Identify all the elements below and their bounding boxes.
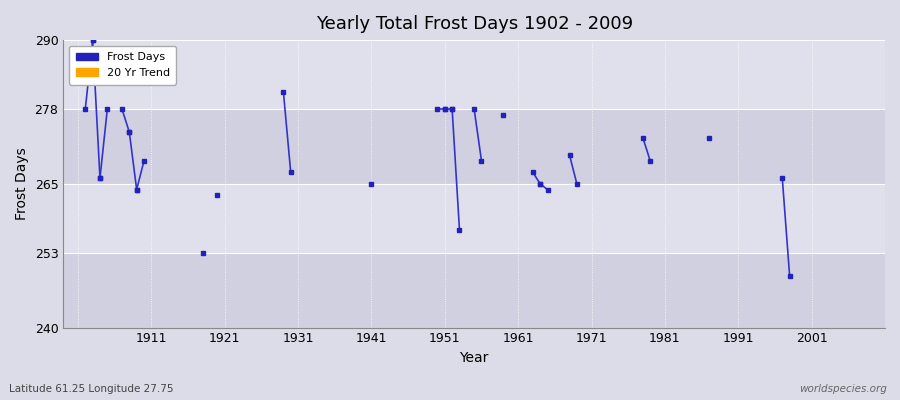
X-axis label: Year: Year [460, 351, 489, 365]
Legend: Frost Days, 20 Yr Trend: Frost Days, 20 Yr Trend [68, 46, 176, 84]
Y-axis label: Frost Days: Frost Days [15, 148, 29, 220]
Text: worldspecies.org: worldspecies.org [798, 384, 886, 394]
Bar [63, 109, 885, 184]
Bar [63, 184, 885, 253]
Bar [63, 253, 885, 328]
Text: Latitude 61.25 Longitude 27.75: Latitude 61.25 Longitude 27.75 [9, 384, 174, 394]
Title: Yearly Total Frost Days 1902 - 2009: Yearly Total Frost Days 1902 - 2009 [316, 15, 633, 33]
Bar [63, 40, 885, 109]
